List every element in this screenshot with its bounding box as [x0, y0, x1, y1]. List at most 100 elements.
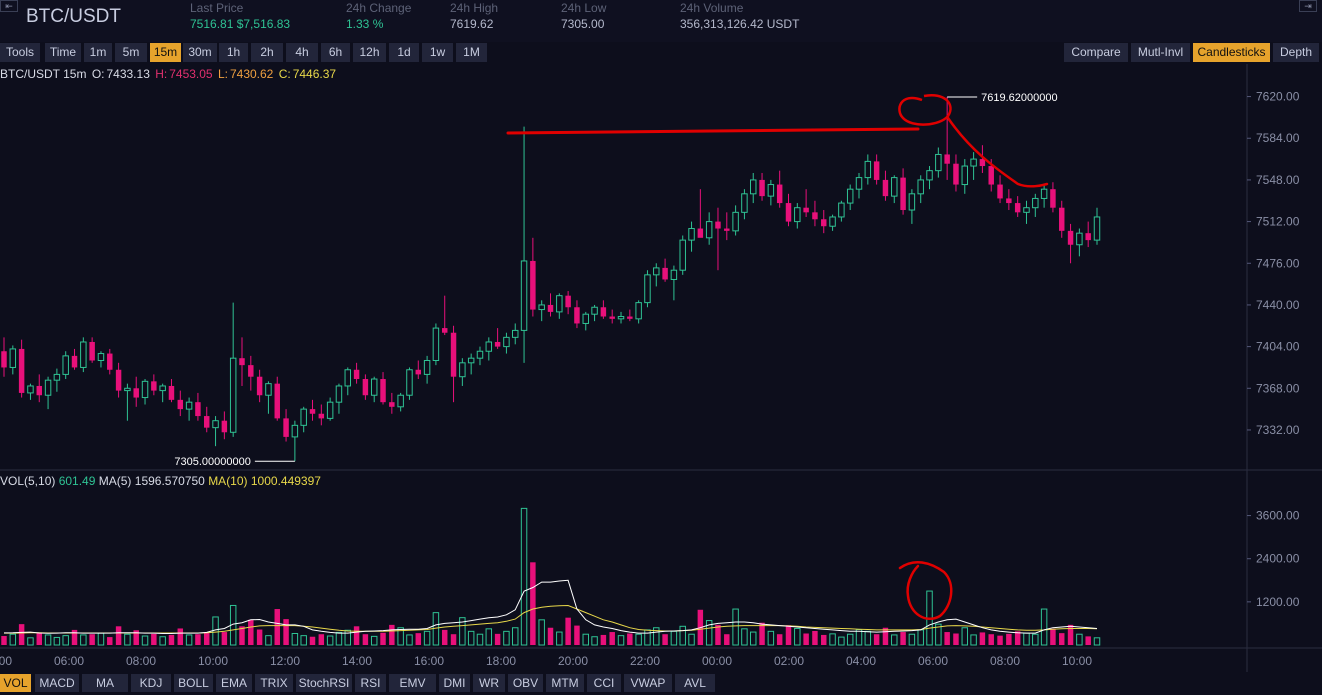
volume-bar: [141, 635, 149, 646]
volume-bar: [520, 507, 528, 646]
indicator-vol[interactable]: VOL: [0, 674, 31, 692]
candle-body: [961, 165, 969, 186]
volume-bar: [9, 633, 17, 646]
volume-bar: [274, 609, 280, 645]
interval-4h[interactable]: 4h: [286, 43, 319, 62]
volume-bar: [785, 625, 792, 645]
indicator-bar: VOL MACD MA KDJ BOLL EMA TRIX StochRSI R…: [0, 673, 1322, 695]
ohlc-symbol: BTC/USDT 15m: [0, 67, 87, 81]
volume-bar: [873, 634, 880, 645]
volume-bar: [1050, 628, 1056, 645]
interval-6h[interactable]: 6h: [321, 43, 351, 62]
collapse-left-icon[interactable]: ⇤: [0, 0, 18, 12]
time-tick-label: 06:00: [54, 654, 84, 668]
candle-body: [538, 304, 545, 311]
candle-body: [812, 212, 818, 220]
interval-15m[interactable]: 15m: [150, 43, 182, 62]
candle-body: [953, 163, 959, 185]
candle-body: [27, 385, 34, 394]
candle-body: [406, 369, 413, 396]
indicator-avl[interactable]: AVL: [675, 674, 715, 692]
time-tick-label: 06:00: [918, 654, 948, 668]
indicator-vwap[interactable]: VWAP: [624, 674, 672, 692]
volume-bar: [370, 635, 378, 646]
candle-body: [485, 341, 493, 352]
volume-bar: [776, 634, 783, 645]
interval-5m[interactable]: 5m: [115, 43, 148, 62]
candle-body: [662, 267, 668, 280]
volume-bar: [653, 627, 660, 646]
candle-body: [133, 388, 139, 398]
volume-stat: 24h Volume 356,313,126.42 USDT: [680, 0, 799, 32]
volume-bar: [864, 630, 872, 646]
time-tick-label: 10:00: [1062, 654, 1092, 668]
volume-bar: [997, 635, 1003, 645]
volume-bar: [565, 617, 571, 645]
candle-body: [151, 381, 157, 391]
depth-button[interactable]: Depth: [1273, 43, 1320, 62]
indicator-dmi[interactable]: DMI: [439, 674, 470, 692]
candle-body: [926, 170, 933, 181]
market-header: ⇤ ⇥ BTC/USDT Last Price 7516.81 $7,516.8…: [0, 0, 1322, 42]
volume-bar: [1059, 633, 1065, 645]
time-button[interactable]: Time: [45, 43, 82, 62]
ma5-value: 1596.570750: [134, 474, 205, 488]
interval-12h[interactable]: 12h: [353, 43, 387, 62]
indicator-kdj[interactable]: KDJ: [131, 674, 171, 692]
candle-body: [846, 188, 854, 204]
indicator-mtm[interactable]: MTM: [546, 674, 584, 692]
candle-body: [380, 379, 386, 403]
candle-body: [547, 304, 554, 312]
candle-body: [1093, 216, 1101, 241]
indicator-obv[interactable]: OBV: [508, 674, 543, 692]
candle-body: [195, 402, 201, 417]
indicator-wr[interactable]: WR: [473, 674, 505, 692]
interval-1m[interactable]: 1m: [84, 43, 113, 62]
indicator-emv[interactable]: EMV: [389, 674, 436, 692]
time-tick-label: 02:00: [774, 654, 804, 668]
candle-body: [759, 179, 765, 197]
collapse-right-icon[interactable]: ⇥: [1299, 0, 1317, 12]
indicator-stochrsi[interactable]: StochRSI: [296, 674, 352, 692]
change-value: 1.33 %: [346, 17, 384, 31]
low-stat: 24h Low 7305.00: [561, 0, 606, 32]
candle-body: [970, 158, 977, 167]
candle-body: [785, 203, 792, 222]
candle-body: [283, 418, 289, 437]
volume-bar: [221, 632, 228, 645]
indicator-macd[interactable]: MACD: [35, 674, 79, 692]
high-label: 24h High: [450, 1, 499, 15]
indicator-rsi[interactable]: RSI: [355, 674, 386, 692]
interval-1h[interactable]: 1h: [219, 43, 249, 62]
interval-1d[interactable]: 1d: [389, 43, 420, 62]
candle-body: [441, 328, 448, 333]
time-tick-label: 08:00: [126, 654, 156, 668]
price-tick-label: 7368.00: [1256, 381, 1300, 395]
indicator-boll[interactable]: BOLL: [174, 674, 213, 692]
candle-body: [274, 383, 280, 419]
volume-bar: [380, 632, 386, 645]
low-label-legend: L:: [217, 67, 228, 81]
candlesticks-button[interactable]: Candlesticks: [1193, 43, 1271, 62]
compare-button[interactable]: Compare: [1064, 43, 1129, 62]
price-tick-label: 7620.00: [1256, 90, 1300, 104]
volume-bar: [107, 637, 113, 645]
volume-bar: [291, 632, 299, 646]
interval-2h[interactable]: 2h: [251, 43, 284, 62]
tools-button[interactable]: Tools: [0, 43, 41, 62]
candlestick-chart[interactable]: 7332.00 7368.00 7404.00 7440.00 7476.00 7512.…: [0, 0, 1322, 672]
indicator-ema[interactable]: EMA: [216, 674, 252, 692]
interval-30m[interactable]: 30m: [183, 43, 218, 62]
indicator-trix[interactable]: TRIX: [255, 674, 293, 692]
candle-body: [362, 379, 369, 396]
indicator-cci[interactable]: CCI: [587, 674, 621, 692]
interval-1w[interactable]: 1w: [422, 43, 454, 62]
interval-1M[interactable]: 1M: [456, 43, 488, 62]
volume-tick-label: 3600.00: [1256, 509, 1300, 523]
price-tick-label: 7404.00: [1256, 340, 1300, 354]
volume-indicator-name: VOL(5,10): [0, 474, 56, 488]
indicator-ma[interactable]: MA: [82, 674, 128, 692]
volume-bar: [80, 634, 87, 646]
multi-interval-button[interactable]: Mutl-Invl: [1131, 43, 1191, 62]
candle-body: [62, 355, 69, 375]
